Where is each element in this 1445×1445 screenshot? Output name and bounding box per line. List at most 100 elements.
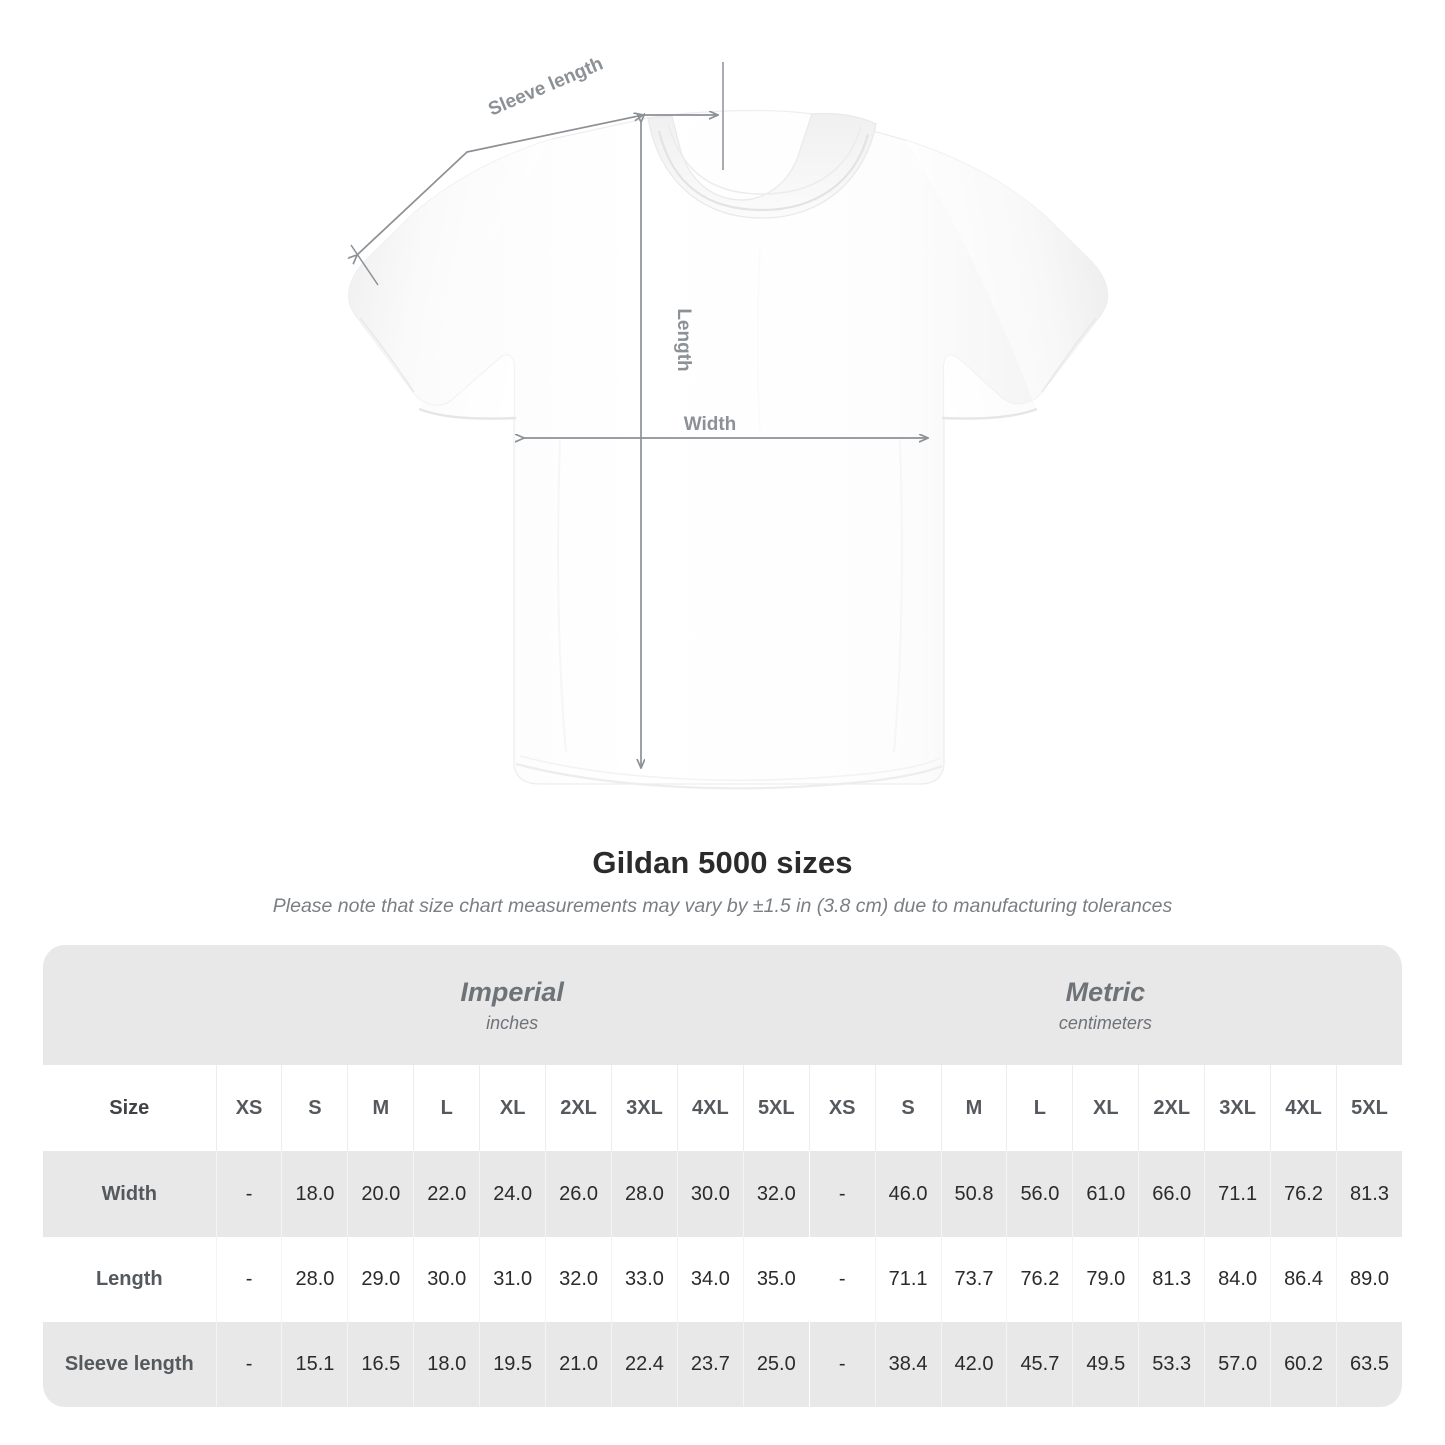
shirt-silhouette — [348, 109, 1109, 790]
tshirt-diagram-svg: Sleeve length Length Width — [0, 53, 1109, 790]
metric-band-name: Metric — [1065, 976, 1146, 1007]
size-header-row: Size XS S M L XL 2XL 3XL 4XL 5XL XS S M L XL 2XL 3XL 4XL… — [43, 1065, 1402, 1152]
bottom-hem — [515, 762, 943, 790]
page-subtitle: Please note that size chart measurements… — [272, 895, 1173, 917]
cell-metric-2xl: 53.3 — [1138, 1321, 1205, 1407]
size-chart-table: Imperial inches Metric centimeters Size … — [43, 945, 1402, 1407]
cell-imperial-m: 29.0 — [347, 1236, 414, 1322]
cell-metric-m: 73.7 — [940, 1236, 1007, 1322]
size-header-label: Size — [43, 1065, 216, 1152]
cell-metric-xs: - — [808, 1151, 875, 1237]
cell-imperial-s: 28.0 — [281, 1236, 348, 1322]
cell-metric-3xl: 71.1 — [1204, 1151, 1271, 1237]
size-header-imperial-2xl: 2XL — [545, 1065, 612, 1152]
collar-rib-line — [667, 123, 862, 195]
table-row: Sleeve length -15.1 16.5 18.0 19.5 21.0 22.4 23… — [43, 1321, 1402, 1407]
cell-metric-2xl: 66.0 — [1138, 1151, 1205, 1237]
cell-imperial-l: 22.0 — [413, 1151, 480, 1237]
cell-metric-s: 46.0 — [874, 1151, 941, 1237]
cell-imperial-l: 18.0 — [413, 1321, 480, 1407]
cell-imperial-5xl: 32.0 — [742, 1151, 809, 1237]
size-header-imperial-4xl: 4XL — [676, 1065, 743, 1152]
metric-band-cell: Metric centimeters — [808, 945, 1402, 1066]
unit-system-band-row: Imperial inches Metric centimeters — [43, 945, 1402, 1066]
width-measure: Width — [524, 414, 928, 438]
cell-metric-s: 38.4 — [874, 1321, 941, 1407]
cell-metric-xs: - — [808, 1236, 875, 1322]
cell-imperial-xs: - — [215, 1236, 282, 1322]
cell-metric-l: 56.0 — [1006, 1151, 1073, 1237]
cell-imperial-s: 15.1 — [281, 1321, 348, 1407]
cell-imperial-2xl: 26.0 — [545, 1151, 612, 1237]
cell-metric-5xl: 81.3 — [1335, 1151, 1402, 1237]
page-title: Gildan 5000 sizes — [592, 845, 853, 880]
cell-metric-5xl: 63.5 — [1335, 1321, 1402, 1407]
cell-imperial-3xl: 33.0 — [611, 1236, 677, 1322]
cell-metric-m: 50.8 — [940, 1151, 1007, 1237]
left-sleeve-hem — [359, 317, 415, 393]
tshirt-diagram: Sleeve length Length Width — [0, 53, 1109, 790]
fold-left — [557, 439, 567, 753]
size-chart-table-container: Imperial inches Metric centimeters Size … — [43, 945, 1402, 1407]
right-sleeve-hem — [1041, 317, 1097, 393]
cell-metric-2xl: 81.3 — [1138, 1236, 1205, 1322]
metric-band-unit: centimeters — [1058, 1012, 1152, 1033]
cell-metric-l: 45.7 — [1006, 1321, 1073, 1407]
cell-imperial-3xl: 22.4 — [611, 1321, 677, 1407]
size-header-imperial-5xl: 5XL — [742, 1065, 809, 1152]
fold-center — [756, 249, 761, 431]
size-header-metric-xl: XL — [1072, 1065, 1139, 1152]
cell-metric-m: 42.0 — [940, 1321, 1007, 1407]
length-label: Length — [673, 308, 694, 371]
size-header-imperial-l: L — [413, 1065, 480, 1152]
cell-imperial-3xl: 28.0 — [611, 1151, 677, 1237]
cell-metric-4xl: 60.2 — [1270, 1321, 1336, 1407]
cell-imperial-xs: - — [215, 1151, 282, 1237]
cell-metric-3xl: 84.0 — [1204, 1236, 1271, 1322]
cell-imperial-m: 20.0 — [347, 1151, 414, 1237]
right-sleeve-seam — [941, 407, 1038, 420]
size-header-imperial-xl: XL — [479, 1065, 546, 1152]
width-label: Width — [684, 414, 737, 435]
cell-imperial-xl: 19.5 — [479, 1321, 546, 1407]
cell-metric-3xl: 57.0 — [1204, 1321, 1271, 1407]
cell-imperial-xl: 31.0 — [479, 1236, 546, 1322]
band-blank-cell — [43, 945, 216, 1066]
size-header-imperial-s: S — [281, 1065, 348, 1152]
cell-metric-xl: 79.0 — [1072, 1236, 1139, 1322]
cell-imperial-xl: 24.0 — [479, 1151, 546, 1237]
imperial-band-name: Imperial — [460, 976, 564, 1007]
cell-imperial-2xl: 32.0 — [545, 1236, 612, 1322]
table-row: Width -18.0 20.0 22.0 24.0 26.0 28.0 30.0 32.0-4… — [43, 1151, 1402, 1237]
cell-imperial-xs: - — [215, 1321, 282, 1407]
cell-metric-xl: 61.0 — [1072, 1151, 1139, 1237]
cell-imperial-4xl: 34.0 — [676, 1236, 743, 1322]
size-header-imperial-3xl: 3XL — [611, 1065, 677, 1152]
size-header-metric-s: S — [874, 1065, 941, 1152]
size-header-metric-4xl: 4XL — [1270, 1065, 1336, 1152]
cell-imperial-s: 18.0 — [281, 1151, 348, 1237]
imperial-band-cell: Imperial inches — [215, 945, 809, 1066]
cell-metric-xl: 49.5 — [1072, 1321, 1139, 1407]
cell-metric-5xl: 89.0 — [1335, 1236, 1402, 1322]
cell-imperial-m: 16.5 — [347, 1321, 414, 1407]
cell-imperial-4xl: 30.0 — [676, 1151, 743, 1237]
size-header-metric-5xl: 5XL — [1335, 1065, 1402, 1152]
cell-imperial-2xl: 21.0 — [545, 1321, 612, 1407]
left-sleeve-seam — [418, 407, 517, 420]
size-header-metric-m: M — [940, 1065, 1007, 1152]
cell-imperial-l: 30.0 — [413, 1236, 480, 1322]
row-label-width: Width — [43, 1151, 216, 1237]
size-header-metric-xs: XS — [808, 1065, 875, 1152]
sleeve-witness-left — [350, 244, 379, 286]
size-header-imperial-xs: XS — [215, 1065, 282, 1152]
table-row: Length -28.0 29.0 30.0 31.0 32.0 33.0 34.0 35.0-… — [43, 1236, 1402, 1322]
size-header-metric-2xl: 2XL — [1138, 1065, 1205, 1152]
bottom-hem-2 — [519, 755, 941, 782]
sleeve-dimension-line — [357, 115, 643, 255]
row-label-sleeve-length: Sleeve length — [43, 1321, 216, 1407]
cell-imperial-5xl: 35.0 — [742, 1236, 809, 1322]
size-header-imperial-m: M — [347, 1065, 414, 1152]
cell-imperial-4xl: 23.7 — [676, 1321, 743, 1407]
cell-metric-4xl: 76.2 — [1270, 1151, 1336, 1237]
